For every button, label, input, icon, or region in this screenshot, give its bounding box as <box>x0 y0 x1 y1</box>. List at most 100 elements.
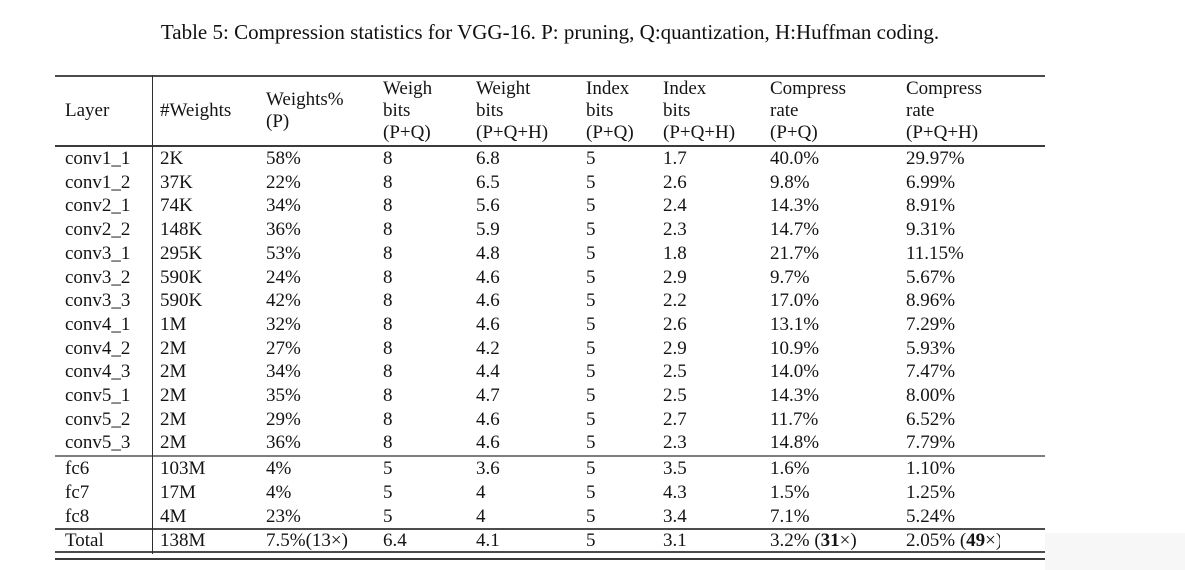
table-cell: 6.8 <box>476 148 500 169</box>
table-cell: conv2_1 <box>65 195 131 217</box>
table-cell: 74K <box>160 195 193 217</box>
clipped-paren: ) <box>996 531 1000 551</box>
table-cell: conv1_1 <box>65 148 131 169</box>
table-row: conv3_3 590K 42% 8 4.6 5 2.2 17.0% 8.96% <box>55 289 1045 313</box>
table-row: conv3_1 295K 53% 8 4.8 5 1.8 21.7% 11.15% <box>55 242 1045 266</box>
table-cell: 138M <box>152 528 258 553</box>
table-row: conv5_1 2M 35% 8 4.7 5 2.5 14.3% 8.00% <box>55 384 1045 408</box>
table-cell: 2M <box>160 408 187 430</box>
table-cell: 1.25% <box>906 481 956 503</box>
table-cell: fc8 <box>65 505 90 527</box>
table-row: conv2_2 148K 36% 8 5.9 5 2.3 14.7% 9.31% <box>55 218 1045 242</box>
table-cell: 1.6% <box>762 455 898 481</box>
table-cell: 8 <box>383 290 393 312</box>
table-cell: 5 <box>586 171 596 193</box>
table-cell: 5 <box>586 242 596 264</box>
table-cell: 6.99% <box>906 171 956 193</box>
header-row: Layer #Weights Weights% (P) Weigh bits (… <box>55 76 1045 147</box>
table-cell: 42% <box>266 290 301 312</box>
table-cell: 9.7% <box>770 266 810 288</box>
header-line: rate <box>906 100 935 121</box>
table-cell: 4 <box>476 481 486 503</box>
header-compress-rate-pq: Compress rate (P+Q) <box>762 76 898 147</box>
table-cell: 1.8 <box>663 242 687 264</box>
table-cell: 14.7% <box>770 219 820 241</box>
table-cell: 4.8 <box>476 242 500 264</box>
table-cell: 7.5%(13×) <box>258 528 375 553</box>
header-line: (P+Q+H) <box>663 122 736 143</box>
table-cell: 3.2% (31×) <box>762 528 898 553</box>
table-cell: 1M <box>160 313 187 335</box>
table-cell: 9.31% <box>906 219 956 241</box>
table-cell: conv5_2 <box>65 408 131 430</box>
table-cell: 7.47% <box>906 361 956 383</box>
table-row: conv4_3 2M 34% 8 4.4 5 2.5 14.0% 7.47% <box>55 360 1045 384</box>
table-cell: 2M <box>160 432 187 454</box>
table-cell: 2.3 <box>663 432 687 454</box>
table-cell: 29.97% <box>906 148 965 169</box>
table-cell: 9.8% <box>770 171 810 193</box>
table-cell: 7.29% <box>906 313 956 335</box>
table-row: fc8 4M 23% 5 4 5 3.4 7.1% 5.24% <box>55 505 1045 530</box>
table-footer: Total 138M 7.5%(13×) 6.4 4.1 5 3.1 3.2% … <box>55 528 1045 553</box>
table-cell: 1.7 <box>663 148 687 169</box>
table-cell: 8 <box>383 171 393 193</box>
table-cell: 2.6 <box>663 313 687 335</box>
table-row: conv2_1 74K 34% 8 5.6 5 2.4 14.3% 8.91% <box>55 194 1045 218</box>
table-cell: 27% <box>266 337 301 359</box>
table-cell: 2.6 <box>663 171 687 193</box>
table-cell: 8 <box>383 432 393 454</box>
header-line: Weigh <box>383 78 433 99</box>
table-cell: 7.79% <box>906 432 956 454</box>
table-cell: 4% <box>258 455 375 481</box>
table-cell: 4.6 <box>476 432 500 454</box>
header-line: Weight <box>476 78 531 99</box>
table-cell: 5 <box>586 481 596 503</box>
table-cell: 8 <box>383 385 393 407</box>
table-cell: conv1_2 <box>65 171 131 193</box>
table-cell: 2.2 <box>663 290 687 312</box>
table-cell: fc7 <box>65 481 90 503</box>
header-line: #Weights <box>160 100 232 121</box>
table-cell: 5 <box>586 385 596 407</box>
table-row-total: Total 138M 7.5%(13×) 6.4 4.1 5 3.1 3.2% … <box>55 528 1045 553</box>
table-cell: 6.4 <box>375 528 468 553</box>
table-cell: 13.1% <box>770 313 820 335</box>
header-weight-bits-pq: Weigh bits (P+Q) <box>375 76 468 147</box>
table-cell: 32% <box>266 313 301 335</box>
table-cell: 4.4 <box>476 361 500 383</box>
table-cell: 17M <box>160 481 196 503</box>
table-cell: 2M <box>160 337 187 359</box>
header-layer: Layer <box>55 76 152 147</box>
table-cell: 5 <box>586 148 596 169</box>
header-num-weights: #Weights <box>152 76 258 147</box>
table-cell: 148K <box>160 219 203 241</box>
table-cell: conv5_1 <box>65 385 131 407</box>
table-cell: 5 <box>586 432 596 454</box>
table-cell: 2.9 <box>663 266 687 288</box>
table-cell: conv4_3 <box>65 361 131 383</box>
table-cell: 2K <box>160 148 184 169</box>
table-cell: 5.6 <box>476 195 500 217</box>
table-cell: conv4_1 <box>65 313 131 335</box>
total-compress-pq-prefix: 3.2% ( <box>770 530 821 552</box>
table-cell: 2.4 <box>663 195 687 217</box>
table-cell: 8 <box>383 408 393 430</box>
table-cell: 14.3% <box>770 385 820 407</box>
table-cell: 4.6 <box>476 408 500 430</box>
table-cell: 5.93% <box>906 337 956 359</box>
table-cell: 1.5% <box>770 481 810 503</box>
header-line: bits <box>476 100 504 121</box>
table-cell: 590K <box>160 290 203 312</box>
table-cell: 3.5 <box>655 455 762 481</box>
table-cell: 4 <box>476 505 486 527</box>
table-cell: 2.5 <box>663 361 687 383</box>
header-index-bits-pq: Index bits (P+Q) <box>578 76 655 147</box>
header-line: bits <box>383 100 411 121</box>
table-row: conv4_2 2M 27% 8 4.2 5 2.9 10.9% 5.93% <box>55 337 1045 361</box>
table-cell: 5 <box>586 505 596 527</box>
table-cell: 5 <box>383 481 393 503</box>
total-compress-pq-bold: 31 <box>820 530 840 552</box>
header-line: Index <box>663 78 707 99</box>
